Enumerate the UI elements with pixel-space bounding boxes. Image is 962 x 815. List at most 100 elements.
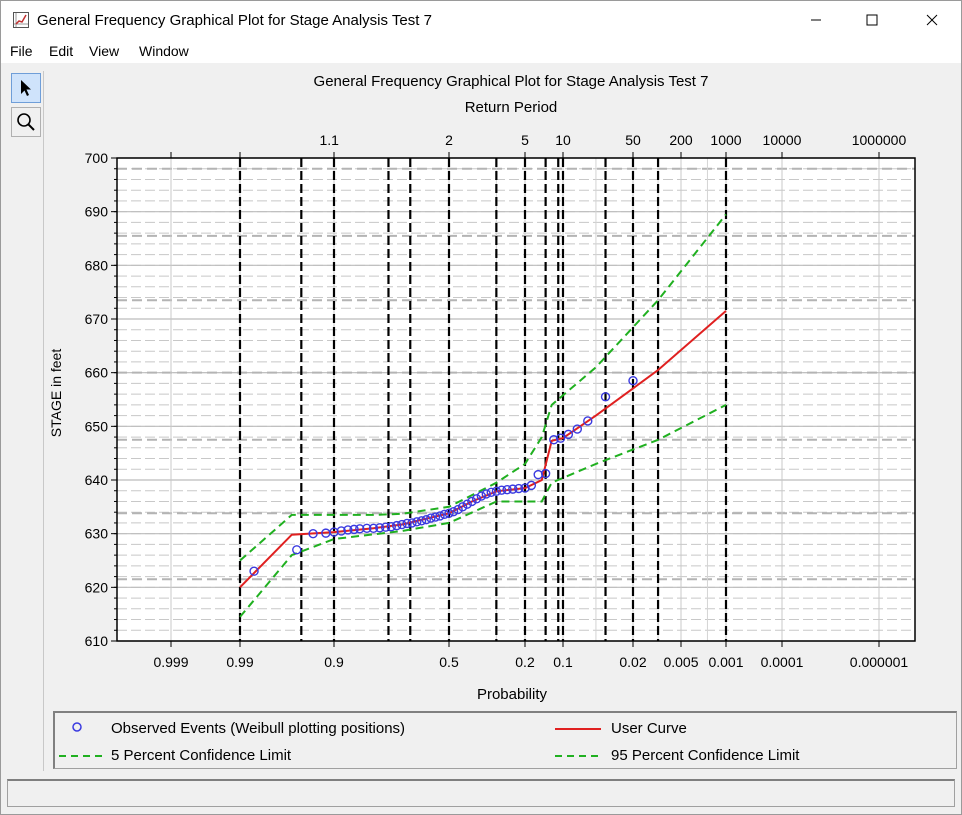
series-layer — [239, 213, 727, 618]
x-tick-label: 0.999 — [153, 654, 188, 670]
x-tick-label: 0.02 — [619, 654, 646, 670]
observed-event-marker — [514, 483, 524, 494]
observed-event-marker — [444, 508, 454, 518]
y-tick-label: 680 — [85, 257, 109, 273]
x-tick-label: 0.0001 — [761, 654, 804, 670]
menu-window[interactable]: Window — [139, 43, 189, 59]
x-tick-label: 0.000001 — [850, 654, 909, 670]
observed-event-marker — [572, 424, 583, 434]
x-tick-label: 0.9 — [324, 654, 344, 670]
observed-event-marker — [430, 512, 441, 522]
chart-app-icon — [13, 12, 29, 28]
y-tick-label: 610 — [85, 633, 109, 649]
menu-edit[interactable]: Edit — [49, 43, 74, 59]
arrow-pointer-icon — [21, 80, 31, 96]
top-tick-label: 200 — [669, 132, 693, 148]
x-tick-label: 0.5 — [439, 654, 459, 670]
observed-event-marker — [526, 480, 537, 491]
observed-event-marker — [563, 429, 574, 440]
observed-event-marker — [386, 521, 396, 532]
menu-view[interactable]: View — [89, 43, 120, 59]
content-area: General Frequency Graphical Plot for Sta… — [1, 63, 961, 814]
y-tick-label: 700 — [85, 150, 109, 166]
top-tick-label: 5 — [521, 132, 529, 148]
y-tick-label: 660 — [85, 365, 109, 381]
zoom-tool-button[interactable] — [11, 107, 41, 137]
close-button[interactable] — [909, 1, 955, 39]
observed-event-marker — [453, 504, 463, 515]
grid-layer — [117, 157, 915, 642]
select-tool-button[interactable] — [11, 73, 41, 103]
observed-event-marker — [583, 416, 593, 426]
observed-event-marker — [421, 515, 431, 525]
frequency-chart[interactable]: General Frequency Graphical Plot for Sta… — [47, 63, 959, 709]
legend-5pct-line — [59, 755, 105, 757]
top-tick-label: 50 — [625, 132, 641, 148]
x-tick-label: 0.1 — [553, 654, 573, 670]
observed-event-marker — [391, 520, 402, 531]
window-title: General Frequency Graphical Plot for Sta… — [37, 12, 432, 29]
observed-event-marker — [457, 502, 468, 512]
observed-event-marker — [380, 522, 391, 532]
y-tick-label: 670 — [85, 311, 109, 327]
observed-event-marker — [292, 545, 302, 555]
title-bar[interactable]: General Frequency Graphical Plot for Sta… — [1, 1, 961, 39]
x-tick-label: 0.005 — [663, 654, 698, 670]
observed-event-marker — [491, 486, 502, 496]
observed-event-marker — [481, 489, 491, 499]
close-icon — [926, 14, 938, 26]
y-tick-label: 620 — [85, 579, 109, 595]
observed-event-marker — [308, 528, 318, 539]
observed-event-marker — [362, 523, 372, 533]
y-tick-label: 640 — [85, 472, 109, 488]
observed-event-marker — [343, 525, 353, 535]
observed-event-marker — [336, 526, 346, 536]
status-bar — [7, 779, 955, 807]
x-tick-label: 0.2 — [515, 654, 535, 670]
observed-event-marker — [467, 496, 477, 507]
top-tick-label: 10 — [555, 132, 571, 148]
observed-event-marker — [416, 516, 427, 526]
observed-event-marker — [476, 491, 487, 501]
observed-event-marker — [368, 523, 379, 533]
observed-event-marker — [397, 519, 407, 530]
observed-event-marker — [508, 484, 518, 494]
plot-area: General Frequency Graphical Plot for Sta… — [47, 63, 959, 709]
minimize-icon — [811, 19, 821, 21]
x-tick-label: 0.001 — [708, 654, 743, 670]
observed-event-marker — [435, 511, 445, 521]
top-tick-label: 2 — [445, 132, 453, 148]
y-tick-label: 650 — [85, 418, 109, 434]
menu-file[interactable]: File — [10, 43, 33, 59]
observed-event-marker — [496, 485, 507, 495]
observed-event-marker — [462, 499, 472, 509]
legend-observed-label: Observed Events (Weibull plotting positi… — [111, 720, 406, 737]
legend-95pct-line — [555, 755, 601, 757]
observed-event-marker — [355, 524, 365, 534]
y-tick-label: 690 — [85, 204, 109, 220]
y-tick-label: 630 — [85, 526, 109, 542]
minimize-button[interactable] — [793, 1, 839, 39]
top-tick-label: 1.1 — [319, 132, 339, 148]
maximize-button[interactable] — [849, 1, 895, 39]
observed-event-marker — [486, 487, 496, 498]
observed-event-marker — [628, 376, 638, 386]
observed-event-marker — [555, 433, 566, 443]
menu-bar: File Edit View Window — [1, 39, 961, 63]
observed-event-marker — [439, 509, 450, 520]
axis-layer: 610 620 630 640 650 660 670 680 690 700 0.999 0.99 0… — [85, 132, 916, 670]
legend-5pct-label: 5 Percent Confidence Limit — [111, 747, 292, 764]
legend-95pct-label: 95 Percent Confidence Limit — [611, 747, 800, 764]
observed-event-marker — [540, 468, 551, 479]
plot-frame — [116, 157, 916, 642]
x-axis-label: Probability — [477, 686, 548, 703]
maximize-icon — [866, 14, 878, 26]
observed-event-marker — [349, 524, 359, 535]
observed-event-marker — [549, 435, 559, 445]
top-axis-label: Return Period — [465, 99, 558, 116]
chart-legend: Observed Events (Weibull plotting positi… — [53, 711, 957, 769]
observed-event-marker — [407, 518, 417, 528]
tool-strip — [7, 71, 44, 771]
observed-event-marker — [426, 513, 436, 523]
observed-event-marker — [600, 392, 611, 402]
